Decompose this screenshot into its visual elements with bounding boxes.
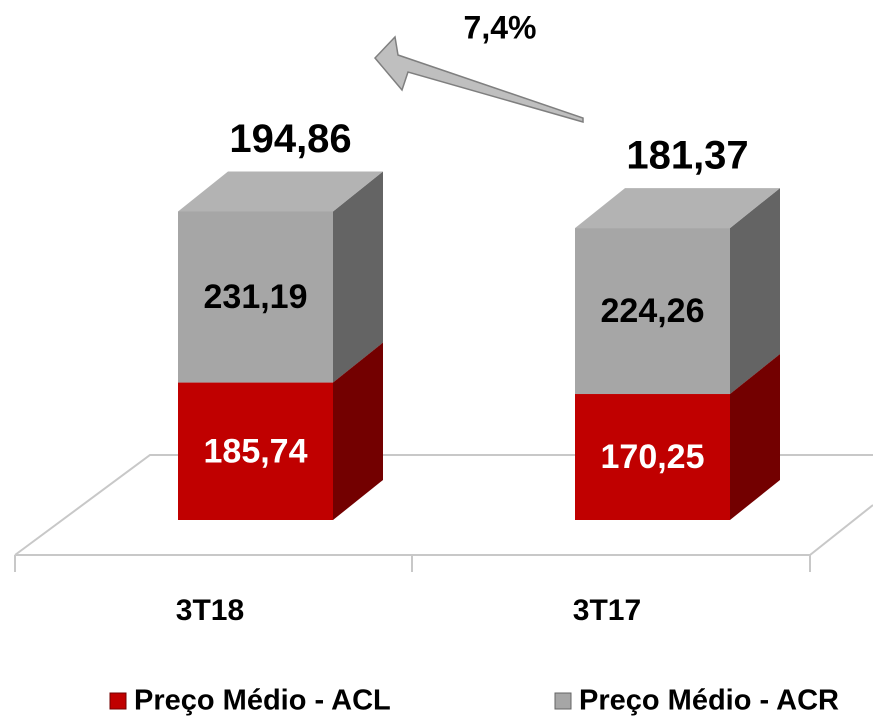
- legend-label: Preço Médio - ACR: [579, 685, 839, 717]
- bar-side: [730, 188, 780, 395]
- change-label: 7,4%: [464, 9, 537, 45]
- bar-side: [333, 171, 383, 383]
- change-arrow: [373, 35, 584, 123]
- bar-front: [575, 394, 730, 520]
- total-label: 194,86: [229, 117, 351, 161]
- value-label: 185,74: [204, 432, 308, 470]
- total-label: 181,37: [626, 134, 748, 178]
- value-label: 224,26: [601, 292, 705, 330]
- bar-front: [575, 228, 730, 395]
- legend-swatch: [109, 692, 127, 710]
- value-label: 170,25: [601, 438, 705, 476]
- bar-side: [730, 354, 780, 520]
- bar-side: [333, 342, 383, 520]
- bar-top: [178, 171, 383, 212]
- value-label: 231,19: [204, 278, 308, 316]
- x-tick-label: 3T17: [573, 594, 641, 627]
- legend-swatch: [554, 692, 572, 710]
- bar-front: [178, 211, 333, 383]
- bar: [178, 171, 383, 383]
- bar: [575, 188, 780, 395]
- legend-label: Preço Médio - ACL: [134, 685, 391, 717]
- bar-front: [178, 382, 333, 520]
- x-tick-label: 3T18: [176, 594, 244, 627]
- bar-top: [575, 188, 780, 229]
